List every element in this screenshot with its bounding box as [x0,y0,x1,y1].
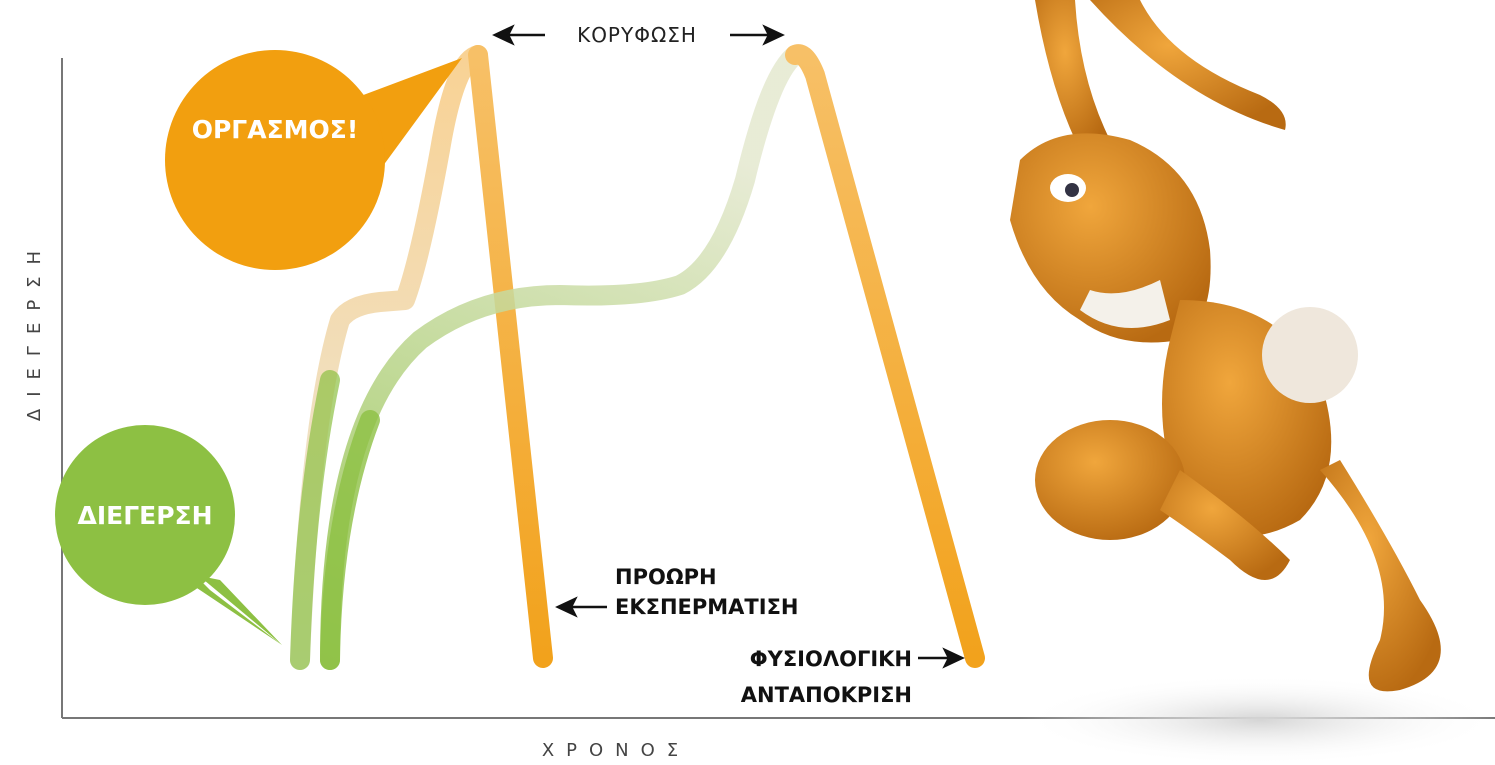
normal-label: ΑΝΤΑΠΟΚΡΙΣΗ [741,683,912,707]
x-axis-label: ΧΡΟΝΟΣ [542,740,690,761]
arrows [492,24,965,669]
peak-label: ΚΟΡΥΦΩΣΗ [577,23,697,47]
bubble-text: ΔΙΕΓΕΡΣΗ [77,501,212,530]
premature-label: ΠΡΟΩΡΗ [615,565,717,589]
y-axis-label: ΔΙΕΓΕΡΣΗ [24,239,45,421]
rabbit-illustration [1010,0,1495,765]
orgasm-bubble: ΟΡΓΑΣΜΟΣ! [165,50,462,270]
premature-label: ΕΚΣΠΕΡΜΑΤΙΣΗ [615,595,798,619]
curves [290,44,985,670]
normal-label: ΦΥΣΙΟΛΟΓΙΚΗ [750,647,912,671]
arousal-bubble: ΔΙΕΓΕΡΣΗ [55,425,282,645]
bubble-text: ΟΡΓΑΣΜΟΣ! [192,115,359,144]
